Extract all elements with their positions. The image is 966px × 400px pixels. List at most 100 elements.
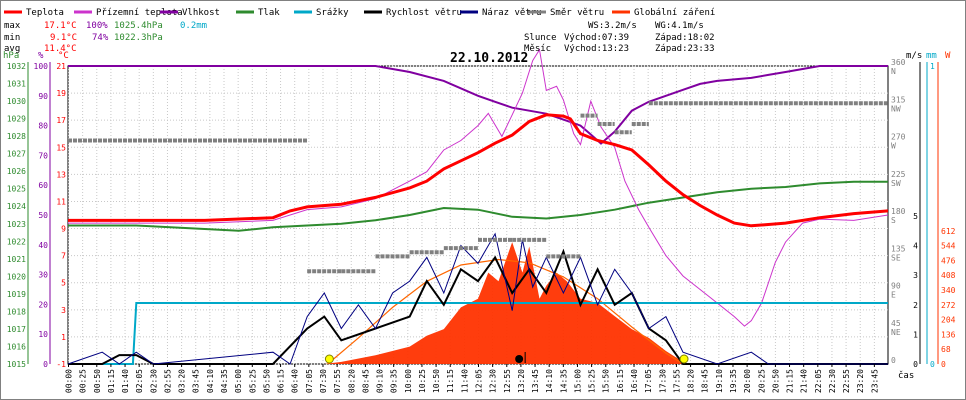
pressure-tick-label: 1031	[7, 80, 26, 89]
radiation-tick-label: 408	[941, 271, 956, 280]
x-tick-label: 03:45	[192, 369, 201, 393]
x-tick-label: 22:05	[814, 369, 823, 393]
unit-pct: %	[38, 51, 44, 61]
x-tick-label: 23:45	[870, 369, 879, 393]
x-tick-label: 17:55	[672, 369, 681, 393]
temp-tick-label: 21	[56, 62, 66, 71]
pressure-tick-label: 1026	[7, 167, 26, 176]
pressure-tick-label: 1020	[7, 272, 26, 281]
temp-tick-label: 13	[56, 170, 66, 179]
radiation-tick-label: 68	[941, 345, 951, 354]
x-tick-label: 10:25	[418, 369, 427, 393]
x-tick-label: 07:55	[333, 369, 342, 393]
pressure-tick-label: 1015	[7, 360, 26, 369]
x-tick-label: 02:30	[149, 369, 158, 393]
stats-avg-label: avg	[4, 44, 20, 54]
x-tick-label: 22:30	[828, 369, 837, 393]
pressure-tick-label: 1021	[7, 255, 26, 264]
series-teplota-line	[68, 113, 889, 228]
x-tick-label: 15:00	[573, 369, 582, 393]
radiation-tick-label: 476	[941, 256, 956, 265]
sunrise-marker	[324, 354, 334, 364]
x-tick-label: 10:50	[432, 369, 441, 393]
series-prizemni-teplota-line	[68, 48, 889, 327]
wind-tick-label: 4	[913, 242, 918, 251]
astro-moon-set: Západ:23:33	[655, 44, 715, 54]
temp-tick-label: 7	[61, 252, 66, 261]
radiation-tick-label: 340	[941, 286, 956, 295]
radiation-tick-label: 544	[941, 242, 956, 251]
legend-label: Směr větru	[550, 8, 604, 18]
x-tick-label: 19:35	[729, 369, 738, 393]
x-tick-label: 18:20	[687, 369, 696, 393]
x-tick-label: 10:00	[404, 369, 413, 393]
x-tick-label: 03:20	[178, 369, 187, 393]
humidity-tick-label: 10	[38, 330, 48, 339]
astro-moon-rise: Východ:13:23	[564, 44, 629, 54]
x-tick-label: 12:05	[475, 369, 484, 393]
direction-tick-label: 90	[891, 282, 901, 291]
stats-max-temp: 17.1°C	[44, 21, 77, 31]
pressure-tick-label: 1030	[7, 97, 26, 106]
series-naraz-vetru-line	[67, 232, 888, 365]
pressure-tick-label: 1022	[7, 237, 26, 246]
astro-mesic-label: Měsíc	[524, 44, 551, 54]
temp-tick-label: 5	[61, 279, 66, 288]
x-tick-label: 13:20	[517, 369, 526, 393]
x-tick-label: 21:15	[786, 369, 795, 393]
direction-tick-label: 45	[891, 319, 901, 328]
pressure-tick-label: 1032	[7, 62, 26, 71]
x-tick-label: 14:35	[559, 369, 568, 393]
stats-block: max 17.1°C 100% 1025.4hPa 0.2mm min 9.1°…	[4, 21, 207, 54]
temp-tick-label: 11	[56, 197, 66, 206]
unit-mm: mm	[926, 51, 937, 61]
astro-wg: WG:4.1m/s	[655, 21, 704, 31]
astro-sun-set: Západ:18:02	[655, 33, 715, 43]
legend-label: Náraz větru	[482, 8, 542, 18]
x-tick-label: 20:00	[743, 369, 752, 393]
wind-tick-label: 5	[913, 212, 918, 221]
radiation-tick-label: 272	[941, 301, 956, 310]
pressure-tick-label: 1027	[7, 150, 26, 159]
series-teoreticke-zareni-line	[327, 258, 684, 365]
stats-max-hum: 100%	[86, 21, 108, 31]
temp-tick-label: 3	[61, 306, 66, 315]
x-tick-label: 02:55	[163, 369, 172, 393]
radiation-tick-label: 0	[941, 360, 946, 369]
stats-max-label: max	[4, 21, 21, 31]
x-tick-label: 18:45	[701, 369, 710, 393]
pressure-tick-label: 1017	[7, 325, 26, 334]
astro-sun-rise: Východ:07:39	[564, 33, 629, 43]
x-tick-label: 05:00	[234, 369, 243, 393]
humidity-tick-label: 60	[38, 181, 48, 190]
chart-title: 22.10.2012	[450, 51, 528, 66]
direction-tick-label: 315	[891, 95, 906, 104]
wind-tick-label: 1	[913, 330, 918, 339]
direction-name-label: SW	[891, 179, 901, 188]
temp-tick-label: 17	[56, 116, 66, 125]
unit-hpa: hPa	[3, 51, 19, 61]
x-tick-label: 19:10	[715, 369, 724, 393]
legend-label: Rychlost větru	[386, 8, 462, 18]
x-tick-label: 20:25	[757, 369, 766, 393]
x-tick-label: 12:30	[489, 369, 498, 393]
legend-label: Přízemní teplota	[96, 8, 183, 18]
humidity-tick-label: 50	[38, 211, 48, 220]
x-tick-label: 09:10	[376, 369, 385, 393]
x-tick-label: 21:40	[800, 369, 809, 393]
x-tick-label: 05:50	[262, 369, 271, 393]
stats-min-temp: 9.1°C	[50, 33, 77, 43]
stats-min-label: min	[4, 33, 20, 43]
x-tick-label: 08:45	[361, 369, 370, 393]
pressure-tick-label: 1019	[7, 290, 26, 299]
unit-degc: °C	[58, 51, 69, 61]
humidity-tick-label: 40	[38, 241, 48, 250]
humidity-tick-label: 80	[38, 122, 48, 131]
x-tick-label: 14:10	[545, 369, 554, 393]
temp-tick-label: 15	[56, 143, 66, 152]
x-tick-label: 09:35	[390, 369, 399, 393]
legend-label: Srážky	[316, 8, 349, 18]
radiation-tick-label: 204	[941, 316, 956, 325]
x-tick-label: 13:45	[531, 369, 540, 393]
x-tick-label: 15:50	[602, 369, 611, 393]
